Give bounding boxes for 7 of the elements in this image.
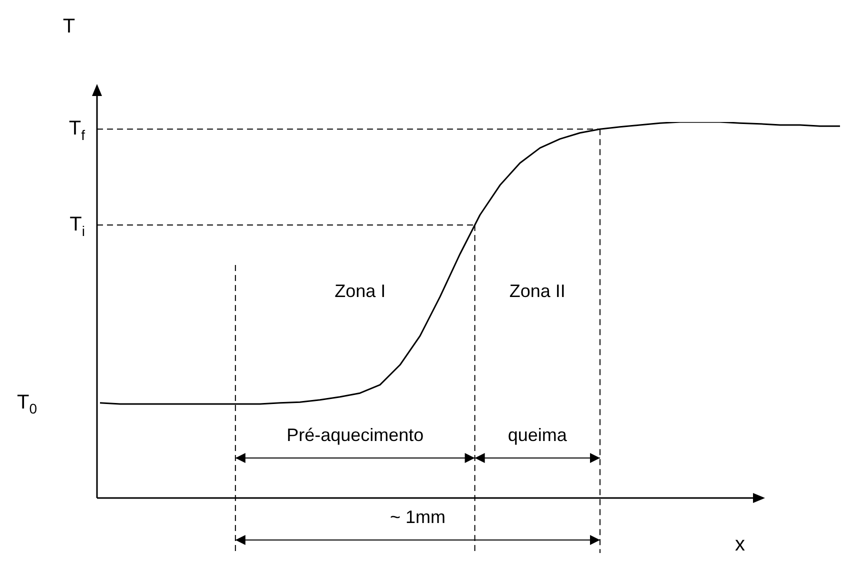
x-axis-title: x: [735, 534, 745, 556]
annotation: Zona II: [509, 280, 566, 301]
annotation: queima: [508, 424, 568, 445]
annotation: Pré-aquecimento: [286, 424, 424, 445]
annotation: Zona I: [334, 280, 386, 301]
y-axis-title: T: [62, 16, 76, 38]
text: ~ 1mm: [390, 506, 446, 527]
